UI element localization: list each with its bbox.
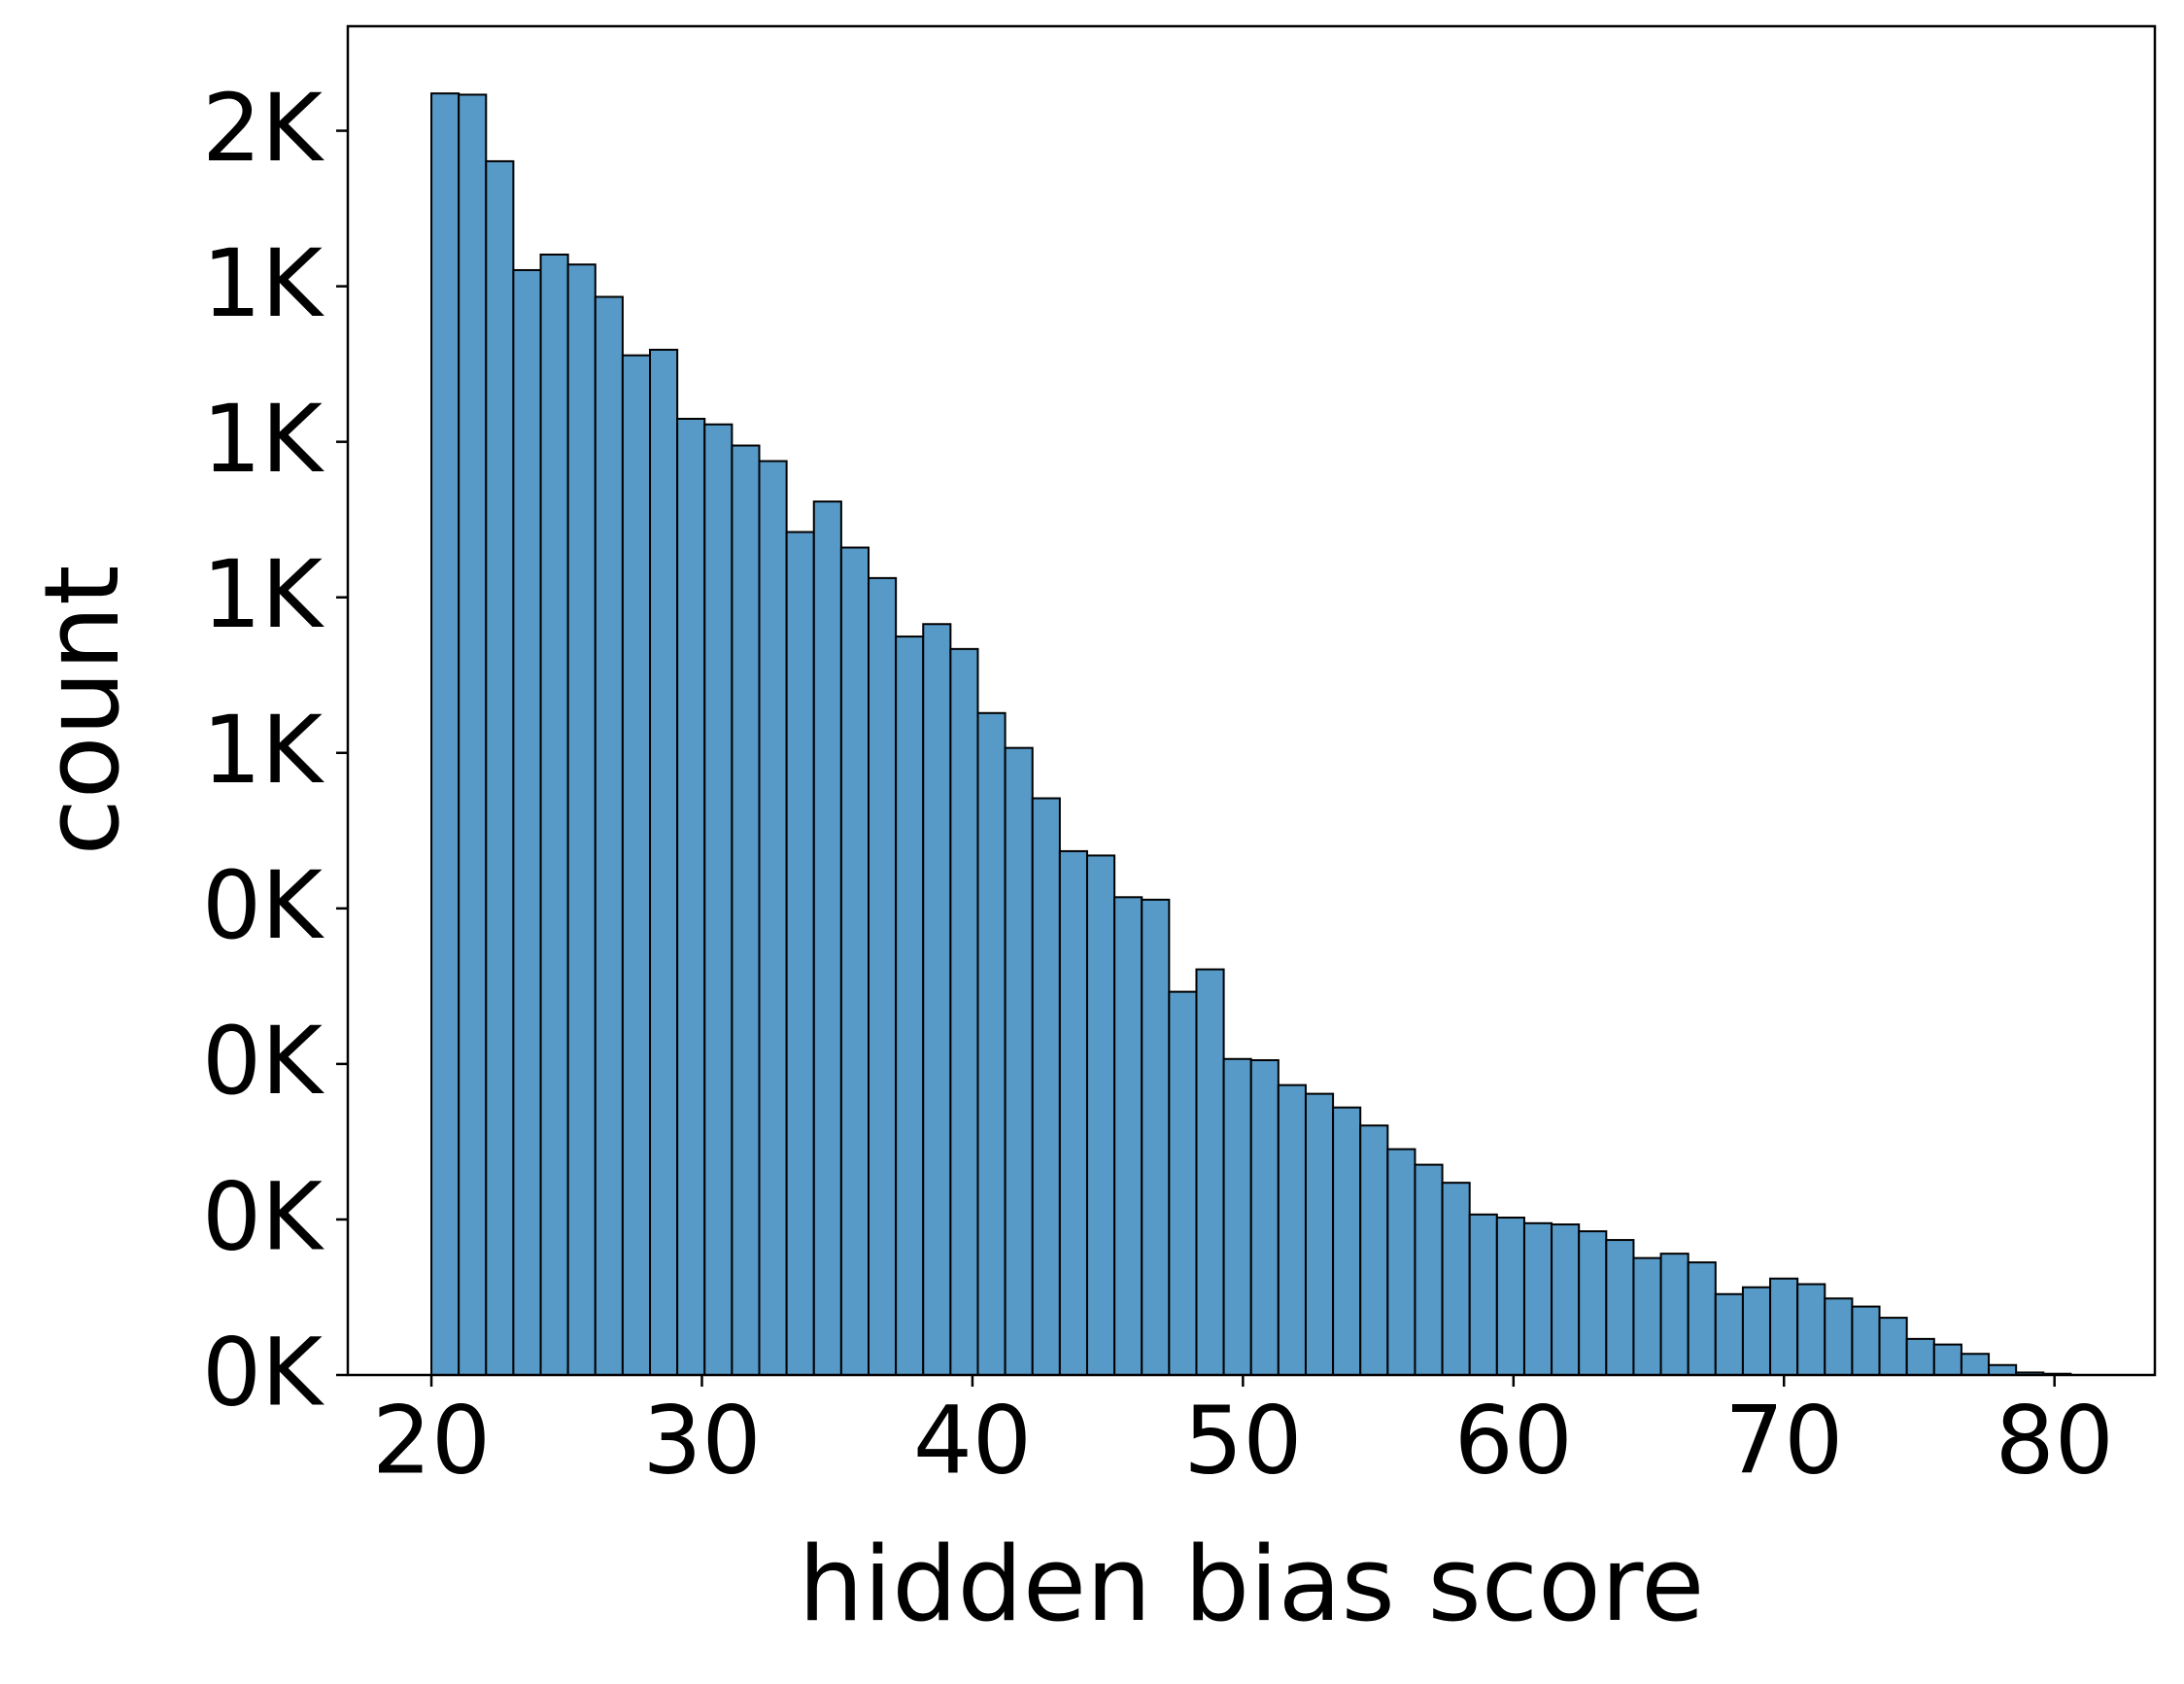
x-tick-label: 50 <box>1183 1386 1302 1495</box>
bar <box>1632 1256 1662 1377</box>
x-tick-label: 30 <box>642 1386 761 1495</box>
bar <box>1031 797 1061 1376</box>
bar <box>1222 1057 1252 1377</box>
bar <box>922 623 952 1376</box>
bar <box>1359 1124 1389 1377</box>
bar <box>1113 896 1143 1376</box>
bar <box>1414 1163 1444 1377</box>
bar <box>512 268 542 1376</box>
bar <box>1277 1083 1307 1377</box>
bar <box>1522 1221 1553 1377</box>
bar <box>1659 1253 1689 1377</box>
y-tick-label: 1K <box>202 696 324 805</box>
bar <box>812 500 842 1376</box>
bar <box>895 636 925 1376</box>
bar <box>1551 1223 1581 1376</box>
bar <box>703 423 734 1376</box>
x-tick-label: 20 <box>372 1386 491 1495</box>
bar <box>676 417 706 1377</box>
bar <box>1058 849 1088 1376</box>
x-tick-label: 60 <box>1454 1386 1573 1495</box>
plot-frame <box>346 24 2157 1377</box>
bar <box>731 444 761 1376</box>
bar <box>539 253 569 1376</box>
y-tick-label: 0K <box>202 851 324 960</box>
bar <box>649 348 679 1376</box>
bar <box>1605 1239 1635 1376</box>
y-tick-label: 0K <box>202 1318 324 1426</box>
bar <box>594 295 624 1376</box>
bar <box>1468 1213 1498 1376</box>
bar <box>1714 1292 1744 1377</box>
bar <box>621 354 652 1376</box>
bar <box>785 531 815 1376</box>
bar <box>1932 1343 1962 1376</box>
bar <box>1769 1277 1799 1376</box>
y-tick-label: 0K <box>202 1162 324 1271</box>
bar <box>1960 1353 1991 1376</box>
y-axis-label: count <box>22 565 142 855</box>
x-tick-label: 70 <box>1724 1386 1843 1495</box>
y-tick-label: 0K <box>202 1007 324 1116</box>
bar <box>976 711 1007 1376</box>
x-axis-label: hidden bias score <box>799 1525 1705 1644</box>
bar <box>1905 1337 1935 1377</box>
bar <box>1386 1148 1416 1376</box>
bar <box>1878 1317 1908 1376</box>
bar <box>1851 1305 1881 1377</box>
x-tick-label: 40 <box>913 1386 1032 1495</box>
bar <box>839 546 870 1376</box>
bar <box>1741 1286 1772 1376</box>
bar <box>1578 1230 1608 1377</box>
bar <box>1441 1182 1471 1377</box>
bar <box>1141 898 1171 1376</box>
bar <box>758 460 788 1376</box>
x-tick-label: 80 <box>1996 1386 2114 1495</box>
bar <box>430 92 461 1376</box>
y-tick-label: 1K <box>202 385 324 494</box>
bar <box>949 647 979 1376</box>
bar <box>1004 746 1034 1376</box>
bar <box>485 159 515 1376</box>
bar <box>1824 1297 1854 1377</box>
bar <box>1249 1059 1280 1376</box>
bar <box>458 93 488 1377</box>
y-tick-label: 1K <box>202 540 324 649</box>
bar <box>1168 990 1198 1376</box>
bar <box>868 576 898 1376</box>
bar <box>566 263 597 1376</box>
bar <box>1687 1261 1717 1376</box>
bar <box>1988 1363 2018 1377</box>
y-tick-label: 1K <box>202 229 324 338</box>
bar <box>1304 1092 1335 1376</box>
bar <box>1495 1217 1525 1376</box>
bar <box>1332 1106 1362 1377</box>
bar <box>1085 854 1116 1376</box>
bar <box>1796 1283 1826 1377</box>
y-tick-label: 2K <box>202 74 324 183</box>
bar <box>1195 968 1225 1376</box>
